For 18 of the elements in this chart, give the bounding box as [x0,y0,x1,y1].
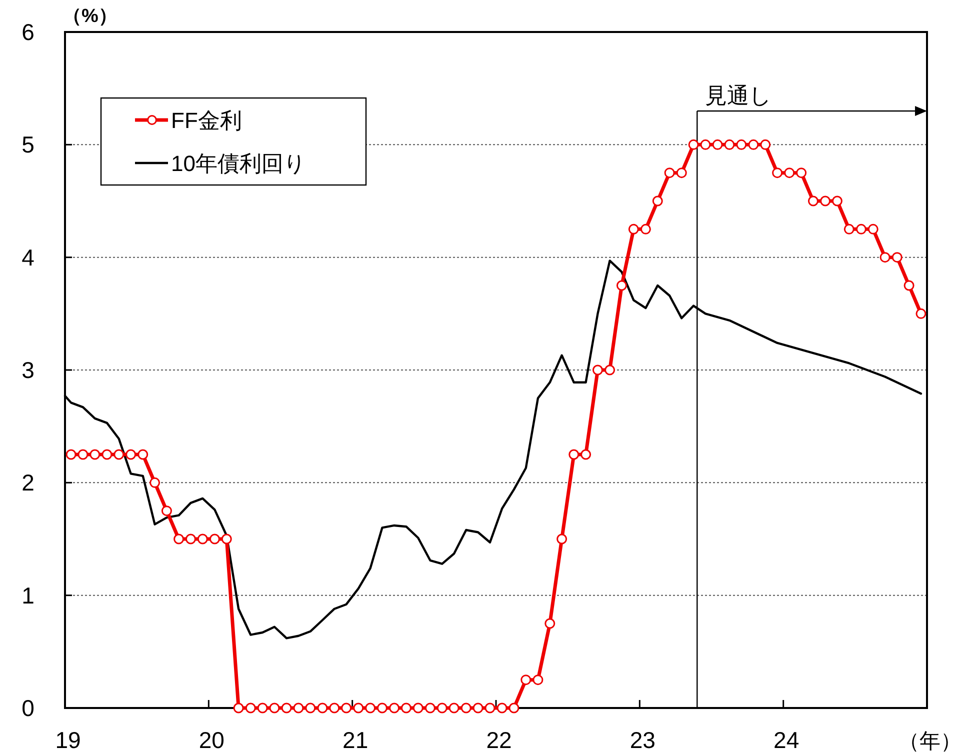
x-tick-label: 24 [774,727,800,753]
y-tick-label: 0 [22,695,34,721]
y-axis-title: （%） [62,6,118,27]
x-tick-label: 21 [342,727,368,753]
x-tick-label: 20 [198,727,224,753]
x-tick-label: 22 [486,727,512,753]
legend-label: 10年債利回り [171,151,306,176]
y-tick-label: 3 [22,357,34,383]
x-tick-label: 19 [55,727,81,753]
y-tick-label: 2 [22,470,34,496]
y-tick-label: 4 [22,244,35,270]
y-tick-label: 6 [22,19,34,45]
y-tick-label: 1 [22,582,34,608]
x-axis-title: （年） [898,730,962,753]
legend-label: FF金利 [171,108,242,133]
x-tick-label: 23 [630,727,656,753]
ref-line-label: 見通し [705,83,772,108]
y-tick-label: 5 [22,132,34,158]
